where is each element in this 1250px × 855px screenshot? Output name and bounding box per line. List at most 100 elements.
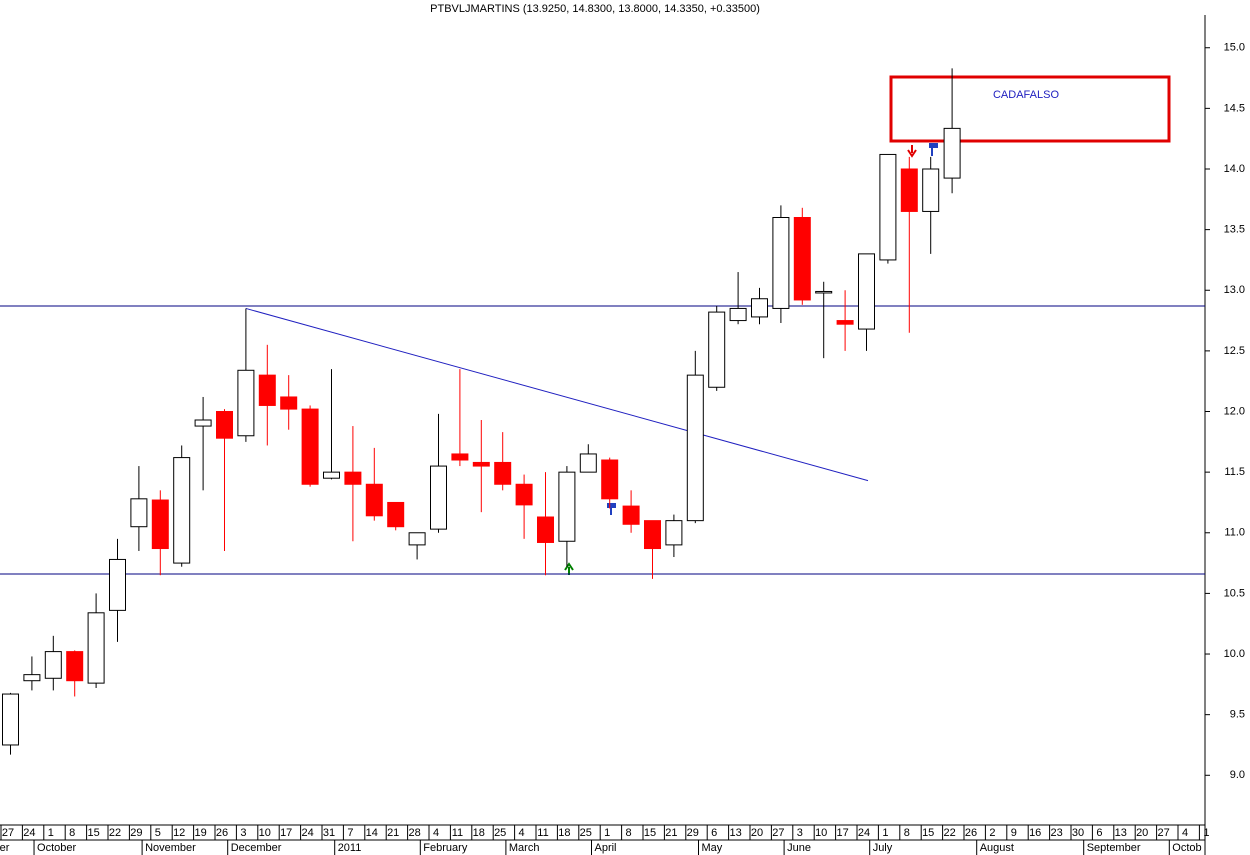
candle-body <box>793 217 811 301</box>
y-tick-label: 14.5 <box>1224 102 1245 114</box>
candle-body <box>772 217 790 309</box>
candle-body <box>601 459 619 500</box>
x-tick-label: 26 <box>965 827 977 839</box>
x-tick-label: 6 <box>711 827 717 839</box>
x-tick-label: 15 <box>644 827 656 839</box>
candle-body <box>879 153 897 261</box>
x-tick-label: 26 <box>216 827 228 839</box>
x-tick-label: 24 <box>301 827 313 839</box>
month-label: June <box>787 842 811 854</box>
candle-body <box>558 471 576 542</box>
x-tick-label: 21 <box>665 827 677 839</box>
candle-body <box>130 498 148 528</box>
sell-arrow <box>907 145 917 158</box>
x-tick-label: 21 <box>387 827 399 839</box>
candle-body <box>644 520 661 550</box>
month-label: er <box>0 842 10 854</box>
y-tick-label: 12.0 <box>1224 405 1245 417</box>
x-tick-label: 14 <box>366 827 378 839</box>
candle-body <box>751 298 768 318</box>
x-tick-label: 4 <box>519 827 525 839</box>
y-tick-label: 10.0 <box>1224 648 1245 660</box>
candle-body <box>472 461 490 467</box>
y-tick-label: 10.5 <box>1224 587 1245 599</box>
x-tick-label: 15 <box>922 827 934 839</box>
x-tick-label: 2 <box>989 827 995 839</box>
y-tick-label: 11.0 <box>1224 527 1245 539</box>
annotation-box <box>889 75 1171 143</box>
x-tick-label: 18 <box>558 827 570 839</box>
candle-body <box>173 457 191 564</box>
candle-body <box>151 499 169 550</box>
x-tick-label: 4 <box>1182 827 1188 839</box>
month-label: October <box>37 842 76 854</box>
x-tick-label: 31 <box>323 827 335 839</box>
candle-body <box>387 501 405 528</box>
month-label: September <box>1087 842 1141 854</box>
y-tick-label: 14.0 <box>1224 163 1245 175</box>
x-tick-label: 8 <box>904 827 910 839</box>
month-label: 2011 <box>338 842 362 854</box>
x-tick-label: 29 <box>130 827 142 839</box>
x-tick-label: 8 <box>626 827 632 839</box>
x-tick-label: 1 <box>48 827 54 839</box>
x-tick-label: 27 <box>1157 827 1169 839</box>
x-tick-label: 22 <box>943 827 955 839</box>
candle-body <box>44 651 62 679</box>
candle-body <box>858 253 875 330</box>
x-tick-label: 28 <box>408 827 420 839</box>
x-tick-label: 10 <box>259 827 271 839</box>
candle-body <box>665 520 683 546</box>
annotation: CADAFALSO <box>993 89 1059 101</box>
x-tick-label: 12 <box>173 827 185 839</box>
candle-body <box>109 558 126 611</box>
candle-body <box>515 483 533 506</box>
x-tick-label: 29 <box>687 827 699 839</box>
x-tick-label: 11 <box>452 827 463 839</box>
candle-body <box>258 374 276 406</box>
candle-body <box>686 374 704 522</box>
candle-body <box>408 532 426 546</box>
x-tick-label: 27 <box>772 827 784 839</box>
candle-body <box>323 471 340 479</box>
x-tick-label: 27 <box>2 827 14 839</box>
candle-body <box>537 516 554 543</box>
month-label: February <box>423 842 468 854</box>
x-tick-label: 19 <box>194 827 206 839</box>
x-tick-label: 9 <box>1011 827 1017 839</box>
x-tick-label: 4 <box>433 827 439 839</box>
chart-title: PTBVLJMARTINS (13.9250, 14.8300, 13.8000… <box>430 3 760 15</box>
month-label: March <box>509 842 540 854</box>
candle-body <box>922 168 940 212</box>
x-tick-label: 10 <box>815 827 827 839</box>
candle-body <box>494 461 512 485</box>
y-tick-label: 12.5 <box>1224 345 1245 357</box>
y-tick-label: 9.0 <box>1230 769 1245 781</box>
x-tick-label: 24 <box>858 827 870 839</box>
candle-body <box>237 369 255 437</box>
candle-body <box>579 453 597 473</box>
x-tick-label: 6 <box>1096 827 1102 839</box>
month-label: July <box>873 842 893 854</box>
x-tick-label: 8 <box>69 827 75 839</box>
x-tick-label: 25 <box>494 827 506 839</box>
candle-body <box>430 465 447 530</box>
candle-body <box>365 483 383 517</box>
x-tick-label: 13 <box>1115 827 1127 839</box>
x-tick-label: 25 <box>580 827 592 839</box>
candle-body <box>23 674 41 682</box>
month-label: April <box>595 842 617 854</box>
y-tick-label: 9.5 <box>1230 709 1245 721</box>
month-label: November <box>145 842 196 854</box>
x-tick-label: 1 <box>604 827 610 839</box>
candle-body <box>943 127 961 179</box>
month-label: May <box>702 842 723 854</box>
candle-body <box>622 505 640 525</box>
x-tick-label: 7 <box>347 827 353 839</box>
y-tick-label: 13.0 <box>1224 284 1245 296</box>
candle-body <box>836 320 854 325</box>
candle-body <box>301 408 319 485</box>
x-tick-label: 1 <box>882 827 888 839</box>
